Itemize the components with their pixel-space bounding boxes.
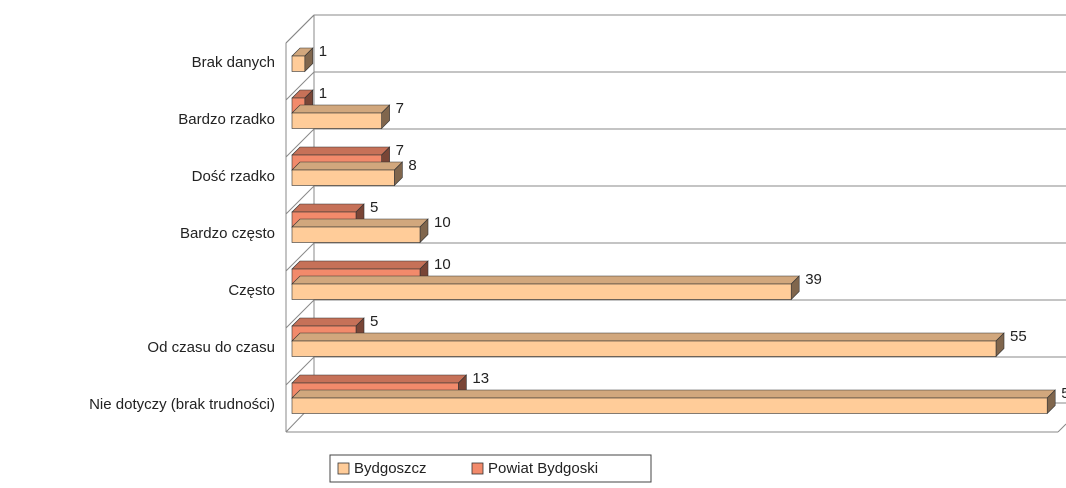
bar: [291, 47, 314, 73]
data-label: 39: [805, 271, 822, 288]
bar-face: [291, 112, 382, 129]
data-label: 55: [1010, 328, 1027, 345]
bar-face: [291, 104, 391, 114]
bar-face: [291, 374, 468, 384]
y-tick-label: Dość rzadko: [192, 168, 275, 185]
y-tick-label: Od czasu do czasu: [147, 339, 275, 356]
legend-label: Powiat Bydgoski: [488, 460, 598, 477]
data-label: 7: [396, 100, 404, 117]
grid-line: [285, 128, 315, 158]
y-tick-label: Bardzo rzadko: [178, 111, 275, 128]
data-label: 1: [319, 43, 327, 60]
bar: [291, 161, 404, 187]
legend: [329, 454, 652, 483]
data-label: 10: [434, 256, 451, 273]
legend-swatch: [337, 462, 350, 475]
bar-face: [291, 275, 800, 285]
bar-face: [291, 283, 792, 300]
grid-line: [285, 299, 315, 329]
data-label: 1: [319, 85, 327, 102]
bar-face: [291, 55, 306, 72]
grid-line: [285, 14, 315, 44]
y-tick-label: Nie dotyczy (brak trudności): [89, 396, 275, 413]
bar-face: [291, 226, 421, 243]
data-label: 10: [434, 214, 451, 231]
bar-face: [291, 161, 404, 171]
grid-line: [285, 71, 315, 101]
y-tick-label: Bardzo często: [180, 225, 275, 242]
bar-face: [291, 332, 1005, 342]
bar-face: [291, 317, 365, 327]
y-tick-label: Często: [228, 282, 275, 299]
grid-line: [285, 242, 315, 272]
bar-face: [291, 203, 365, 213]
legend-swatch: [471, 462, 484, 475]
bar-face: [291, 389, 1056, 399]
legend-label: Bydgoszcz: [354, 460, 427, 477]
grid-line: [285, 185, 315, 215]
grid-line: [285, 356, 315, 386]
data-label: 5: [370, 313, 378, 330]
data-label: 5: [370, 199, 378, 216]
y-tick-label: Brak danych: [192, 54, 275, 71]
bar-face: [291, 397, 1048, 414]
bar: [291, 389, 1056, 415]
data-label: 8: [408, 157, 416, 174]
bar-face: [291, 260, 429, 270]
bar-face: [291, 340, 997, 357]
bar-face: [291, 146, 391, 156]
bar: [291, 275, 800, 301]
bar: [291, 104, 391, 130]
data-label: 59: [1061, 385, 1066, 402]
bar: [291, 332, 1005, 358]
bar-face: [291, 218, 429, 228]
bar-face: [291, 169, 395, 186]
data-label: 7: [396, 142, 404, 159]
bar: [291, 218, 429, 244]
data-label: 13: [472, 370, 489, 387]
